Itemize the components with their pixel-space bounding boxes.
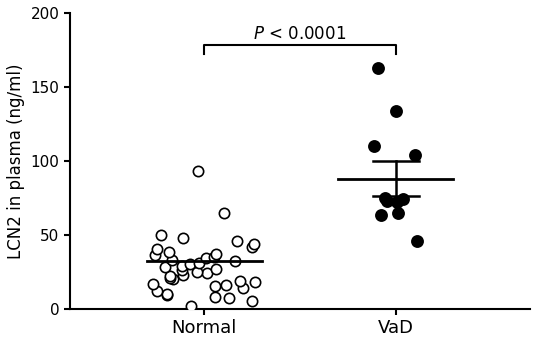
Point: [151, 252, 159, 258]
Point: [235, 278, 244, 283]
Point: [202, 270, 211, 276]
Point: [168, 257, 176, 262]
Point: [165, 275, 174, 280]
Point: [195, 260, 204, 266]
Point: [161, 265, 170, 270]
Point: [185, 261, 194, 267]
Point: [230, 259, 239, 264]
Point: [413, 238, 422, 244]
Point: [148, 281, 157, 286]
Point: [248, 244, 257, 249]
Point: [192, 269, 201, 275]
Point: [179, 272, 187, 277]
Point: [250, 241, 258, 246]
Point: [209, 254, 218, 260]
Point: [156, 232, 165, 237]
Point: [211, 251, 220, 257]
Point: [179, 235, 187, 240]
Point: [380, 195, 389, 201]
Point: [164, 250, 173, 255]
Point: [177, 263, 186, 269]
Y-axis label: LCN2 in plasma (ng/ml): LCN2 in plasma (ng/ml): [7, 63, 25, 259]
Point: [222, 282, 231, 288]
Point: [166, 273, 175, 279]
Point: [377, 213, 386, 218]
Text: $\mathit{P}$ < 0.0001: $\mathit{P}$ < 0.0001: [253, 24, 346, 43]
Point: [370, 143, 379, 149]
Point: [383, 198, 391, 203]
Point: [233, 238, 242, 244]
Point: [193, 169, 202, 174]
Point: [250, 279, 259, 285]
Point: [211, 284, 219, 289]
Point: [393, 200, 401, 205]
Point: [163, 293, 171, 298]
Point: [211, 294, 219, 300]
Point: [169, 276, 177, 282]
Point: [163, 291, 171, 297]
Point: [220, 210, 228, 215]
Point: [177, 267, 186, 273]
Point: [394, 210, 402, 215]
Point: [391, 108, 400, 113]
Point: [248, 299, 257, 304]
Point: [410, 152, 419, 158]
Point: [153, 247, 162, 252]
Point: [239, 285, 248, 291]
Point: [224, 295, 233, 301]
Point: [374, 65, 383, 71]
Point: [212, 266, 220, 271]
Point: [153, 288, 161, 294]
Point: [399, 196, 408, 202]
Point: [186, 303, 195, 309]
Point: [201, 256, 210, 261]
